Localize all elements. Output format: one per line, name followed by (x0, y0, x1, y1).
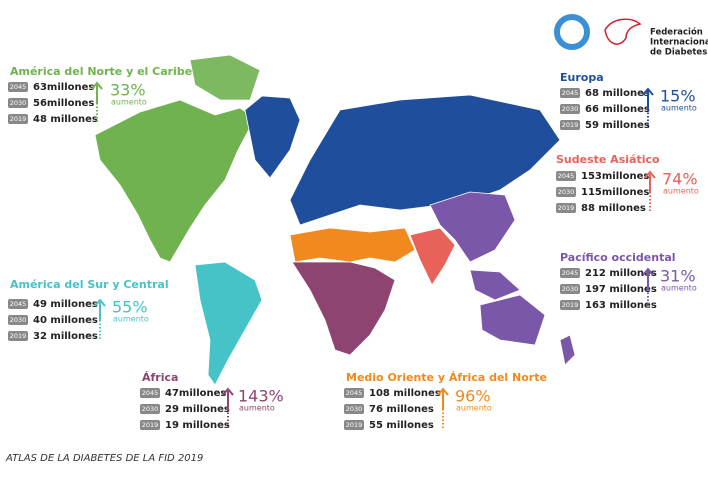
year: 2045 (346, 389, 363, 397)
year: 2030 (558, 188, 575, 196)
year-badge (140, 388, 160, 398)
year-badge (8, 98, 28, 108)
year-badge (560, 284, 580, 294)
year: 2045 (562, 269, 579, 277)
region-name: América del Norte y el Caribe (10, 65, 192, 78)
year-badge (556, 171, 576, 181)
increase-label: aumento (661, 104, 697, 113)
year: 2045 (558, 172, 575, 180)
year: 2019 (10, 115, 27, 123)
increase: 74% (662, 170, 698, 189)
logo-text: de Diabetes (650, 48, 707, 58)
region-name: Pacífico occidental (560, 251, 676, 264)
amount: 19 millones (165, 420, 230, 431)
logo-text: Internacional (650, 38, 708, 48)
year: 2019 (346, 421, 363, 429)
increase-label: aumento (456, 404, 492, 413)
arrow-head (91, 81, 103, 90)
increase-label: aumento (661, 284, 697, 293)
amount: 49 millones (33, 299, 98, 310)
amount: 55 millones (369, 420, 434, 431)
arrow-head (437, 387, 449, 396)
increase-label: aumento (239, 404, 275, 413)
year-badge (8, 114, 28, 124)
amount: 68 millones (585, 88, 650, 99)
year-badge (556, 187, 576, 197)
logo-ring (554, 14, 590, 50)
increase: 55% (112, 298, 148, 317)
amount: 29 millones (165, 404, 230, 415)
year: 2019 (558, 204, 575, 212)
year: 2030 (346, 405, 363, 413)
amount: 59 millones (585, 120, 650, 131)
year: 2030 (142, 405, 159, 413)
logo-bird (604, 18, 642, 45)
year-badge (140, 420, 160, 430)
amount: 108 millones (369, 388, 441, 399)
amount: 63millones (33, 82, 94, 93)
year-badge (556, 203, 576, 213)
year-badge (140, 404, 160, 414)
region-name: Sudeste Asiático (556, 153, 660, 166)
amount: 66 millones (585, 104, 650, 115)
year-badge (560, 88, 580, 98)
year: 2045 (142, 389, 159, 397)
region-name: África (142, 371, 178, 384)
year: 2030 (10, 99, 27, 107)
arrow-head (222, 387, 234, 396)
increase: 31% (660, 267, 696, 286)
amount: 47millones (165, 388, 226, 399)
arrow-head (642, 87, 654, 96)
year-badge (344, 420, 364, 430)
region-name: Europa (560, 71, 604, 84)
amount: 32 millones (33, 331, 98, 342)
amount: 115millones (581, 187, 649, 198)
region-name: América del Sur y Central (10, 278, 169, 291)
logo-text: Federación (650, 27, 703, 38)
arrow-head (642, 267, 654, 276)
amount: 163 millones (585, 300, 657, 311)
year-badge (8, 315, 28, 325)
year-badge (560, 104, 580, 114)
year: 2045 (10, 300, 27, 308)
region-name: Medio Oriente y África del Norte (346, 371, 547, 384)
year: 2030 (10, 316, 27, 324)
amount: 197 millones (585, 284, 657, 295)
arrow-head (94, 298, 106, 307)
year: 2030 (562, 285, 579, 293)
arrow-head (644, 170, 656, 179)
year-badge (560, 268, 580, 278)
amount: 76 millones (369, 404, 434, 415)
year: 2019 (142, 421, 159, 429)
year-badge (344, 404, 364, 414)
amount: 88 millones (581, 203, 646, 214)
amount: 48 millones (33, 114, 98, 125)
increase: 15% (660, 87, 696, 106)
increase: 143% (238, 387, 284, 406)
year: 2030 (562, 105, 579, 113)
year: 2019 (562, 301, 579, 309)
year-badge (344, 388, 364, 398)
year-badge (560, 300, 580, 310)
amount: 56millones (33, 98, 94, 109)
increase-label: aumento (111, 98, 147, 107)
amount: 212 millones (585, 268, 657, 279)
year-badge (560, 120, 580, 130)
increase-label: aumento (663, 187, 699, 196)
increase: 96% (455, 387, 491, 406)
year-badge (8, 82, 28, 92)
year-badge (8, 331, 28, 341)
footer: ATLAS DE LA DIABETES DE LA FID 2019 (5, 453, 203, 464)
amount: 40 millones (33, 315, 98, 326)
world-map (94, 54, 576, 386)
amount: 153millones (581, 171, 649, 182)
increase-label: aumento (113, 315, 149, 324)
year: 2045 (10, 83, 27, 91)
year-badge (8, 299, 28, 309)
year: 2045 (562, 89, 579, 97)
increase: 33% (110, 81, 146, 100)
year: 2019 (562, 121, 579, 129)
year: 2019 (10, 332, 27, 340)
